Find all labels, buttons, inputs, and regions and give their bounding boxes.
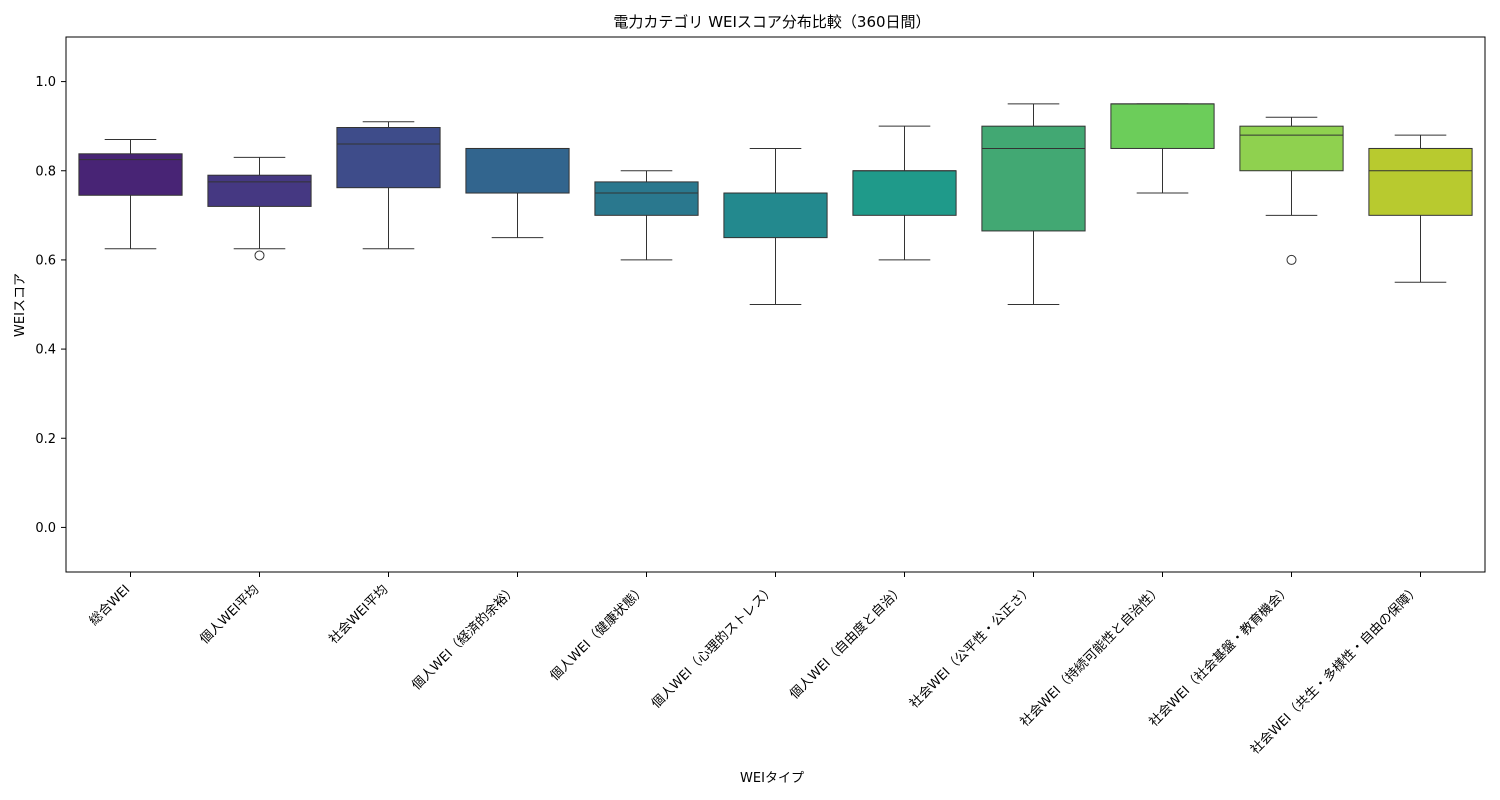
y-axis-label: WEIスコア — [13, 273, 28, 337]
outlier-point — [1286, 254, 1297, 265]
x-tick-label: 個人WEI（健康状態） — [547, 582, 649, 684]
chart-title: 電力カテゴリ WEIスコア分布比較（360日間） — [613, 13, 930, 31]
x-axis-label: WEIタイプ — [740, 771, 804, 786]
x-tick-label: 個人WEI（心理的ストレス） — [648, 582, 778, 712]
box — [207, 174, 312, 207]
y-tick-label: 0.8 — [35, 164, 56, 179]
box — [78, 153, 183, 196]
box — [1110, 103, 1215, 149]
x-tick-label: 社会WEI（公平性・公正さ） — [906, 582, 1036, 712]
box — [981, 125, 1086, 232]
x-tick-label: 個人WEI平均 — [197, 582, 262, 647]
y-tick-label: 0.6 — [35, 253, 56, 268]
outlier-point — [254, 250, 265, 261]
box — [465, 147, 570, 194]
y-tick-label: 0.2 — [35, 432, 56, 447]
box — [1368, 147, 1473, 216]
y-tick-label: 1.0 — [35, 75, 56, 90]
box — [336, 127, 441, 189]
x-tick-label: 社会WEI（持続可能性と自治性） — [1017, 582, 1165, 730]
x-tick-label: 個人WEI（自由度と自治） — [786, 582, 907, 703]
box — [723, 192, 828, 239]
x-tick-label: 総合WEI — [87, 582, 134, 629]
y-tick-label: 0.0 — [35, 521, 56, 536]
x-tick-label: 社会WEI平均 — [326, 582, 392, 648]
y-tick-label: 0.4 — [35, 343, 56, 358]
box — [594, 181, 699, 216]
plot-frame — [65, 36, 1486, 573]
box — [852, 170, 957, 216]
x-tick-label: 個人WEI（経済的余裕） — [409, 582, 521, 694]
x-tick-label: 社会WEI（社会基盤・教育機会） — [1146, 582, 1294, 730]
box — [1239, 125, 1344, 172]
